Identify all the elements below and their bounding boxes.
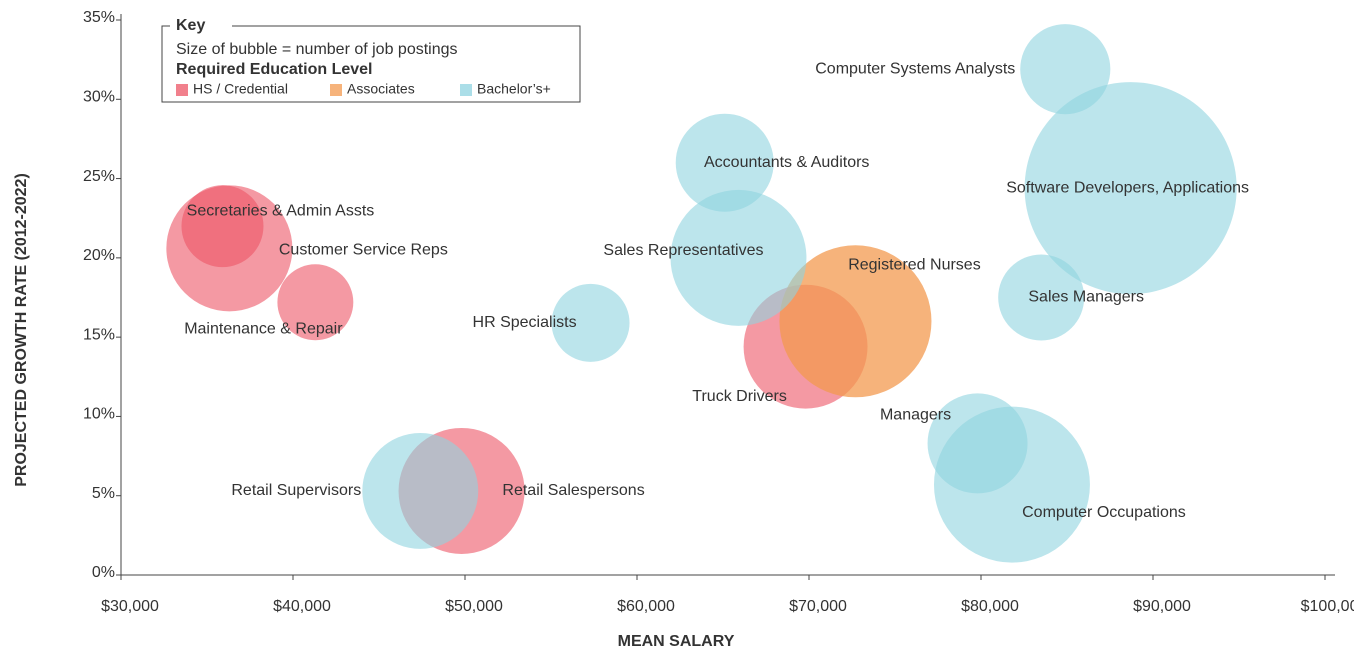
bubble-label: Accountants & Auditors: [704, 154, 869, 171]
x-axis-title: MEAN SALARY: [618, 633, 735, 650]
bubble: [670, 189, 807, 326]
bubble-label: Computer Systems Analysts: [815, 60, 1015, 77]
legend-swatch: [330, 84, 342, 96]
y-axis-title: PROJECTED GROWTH RATE (2012-2022): [13, 173, 30, 487]
y-tick-label: 20%: [83, 247, 115, 264]
bubble: [675, 113, 774, 212]
legend-swatch: [460, 84, 472, 96]
y-tick-label: 0%: [92, 564, 115, 581]
x-tick-label: $40,000: [273, 598, 331, 615]
bubble-label: HR Specialists: [473, 314, 577, 331]
bubble: [933, 406, 1090, 563]
bubble-label: Managers: [880, 407, 951, 424]
legend-label: Bachelor’s+: [477, 81, 551, 97]
bubble-label: Retail Supervisors: [231, 482, 361, 499]
x-tick-label: $90,000: [1133, 598, 1191, 615]
x-tick-label: $60,000: [617, 598, 675, 615]
y-tick-label: 10%: [83, 406, 115, 423]
bubble: [551, 283, 630, 362]
bubble-label: Computer Occupations: [1022, 504, 1186, 521]
bubble: [779, 245, 932, 398]
bubble-label: Retail Salespersons: [502, 482, 644, 499]
x-tick-label: $30,000: [101, 598, 159, 615]
x-tick-label: $50,000: [445, 598, 503, 615]
legend-box: [161, 25, 581, 103]
x-tick-label: $70,000: [789, 598, 847, 615]
bubble: [277, 264, 354, 341]
legend-label: Associates: [347, 81, 415, 97]
legend-note: Size of bubble = number of job postings: [176, 41, 458, 58]
bubble-label: Truck Drivers: [692, 388, 787, 405]
bubble-label: Software Developers, Applications: [1006, 179, 1249, 196]
bubble-label: Customer Service Reps: [279, 242, 448, 259]
y-tick-label: 25%: [83, 168, 115, 185]
bubble-label: Sales Representatives: [603, 242, 763, 259]
bubble-label: Registered Nurses: [848, 257, 981, 274]
legend-title: Key: [176, 17, 205, 34]
legend: Key Size of bubble = number of job posti…: [161, 17, 581, 103]
bubble: [362, 432, 479, 549]
bubble-label: Secretaries & Admin Assts: [187, 202, 375, 219]
legend-subtitle: Required Education Level: [176, 61, 372, 78]
bubble: [998, 254, 1085, 341]
legend-swatch: [176, 84, 188, 96]
bubble-label: Maintenance & Repair: [184, 320, 343, 337]
bubble: [181, 185, 264, 268]
y-tick-label: 5%: [92, 485, 115, 502]
y-tick-label: 35%: [83, 9, 115, 26]
legend-label: HS / Credential: [193, 81, 288, 97]
bubble: [1024, 82, 1237, 295]
x-tick-label: $80,000: [961, 598, 1019, 615]
x-tick-label: $100,000: [1301, 598, 1354, 615]
bubble-label: Sales Managers: [1028, 289, 1144, 306]
y-tick-label: 15%: [83, 326, 115, 343]
y-tick-label: 30%: [83, 89, 115, 106]
